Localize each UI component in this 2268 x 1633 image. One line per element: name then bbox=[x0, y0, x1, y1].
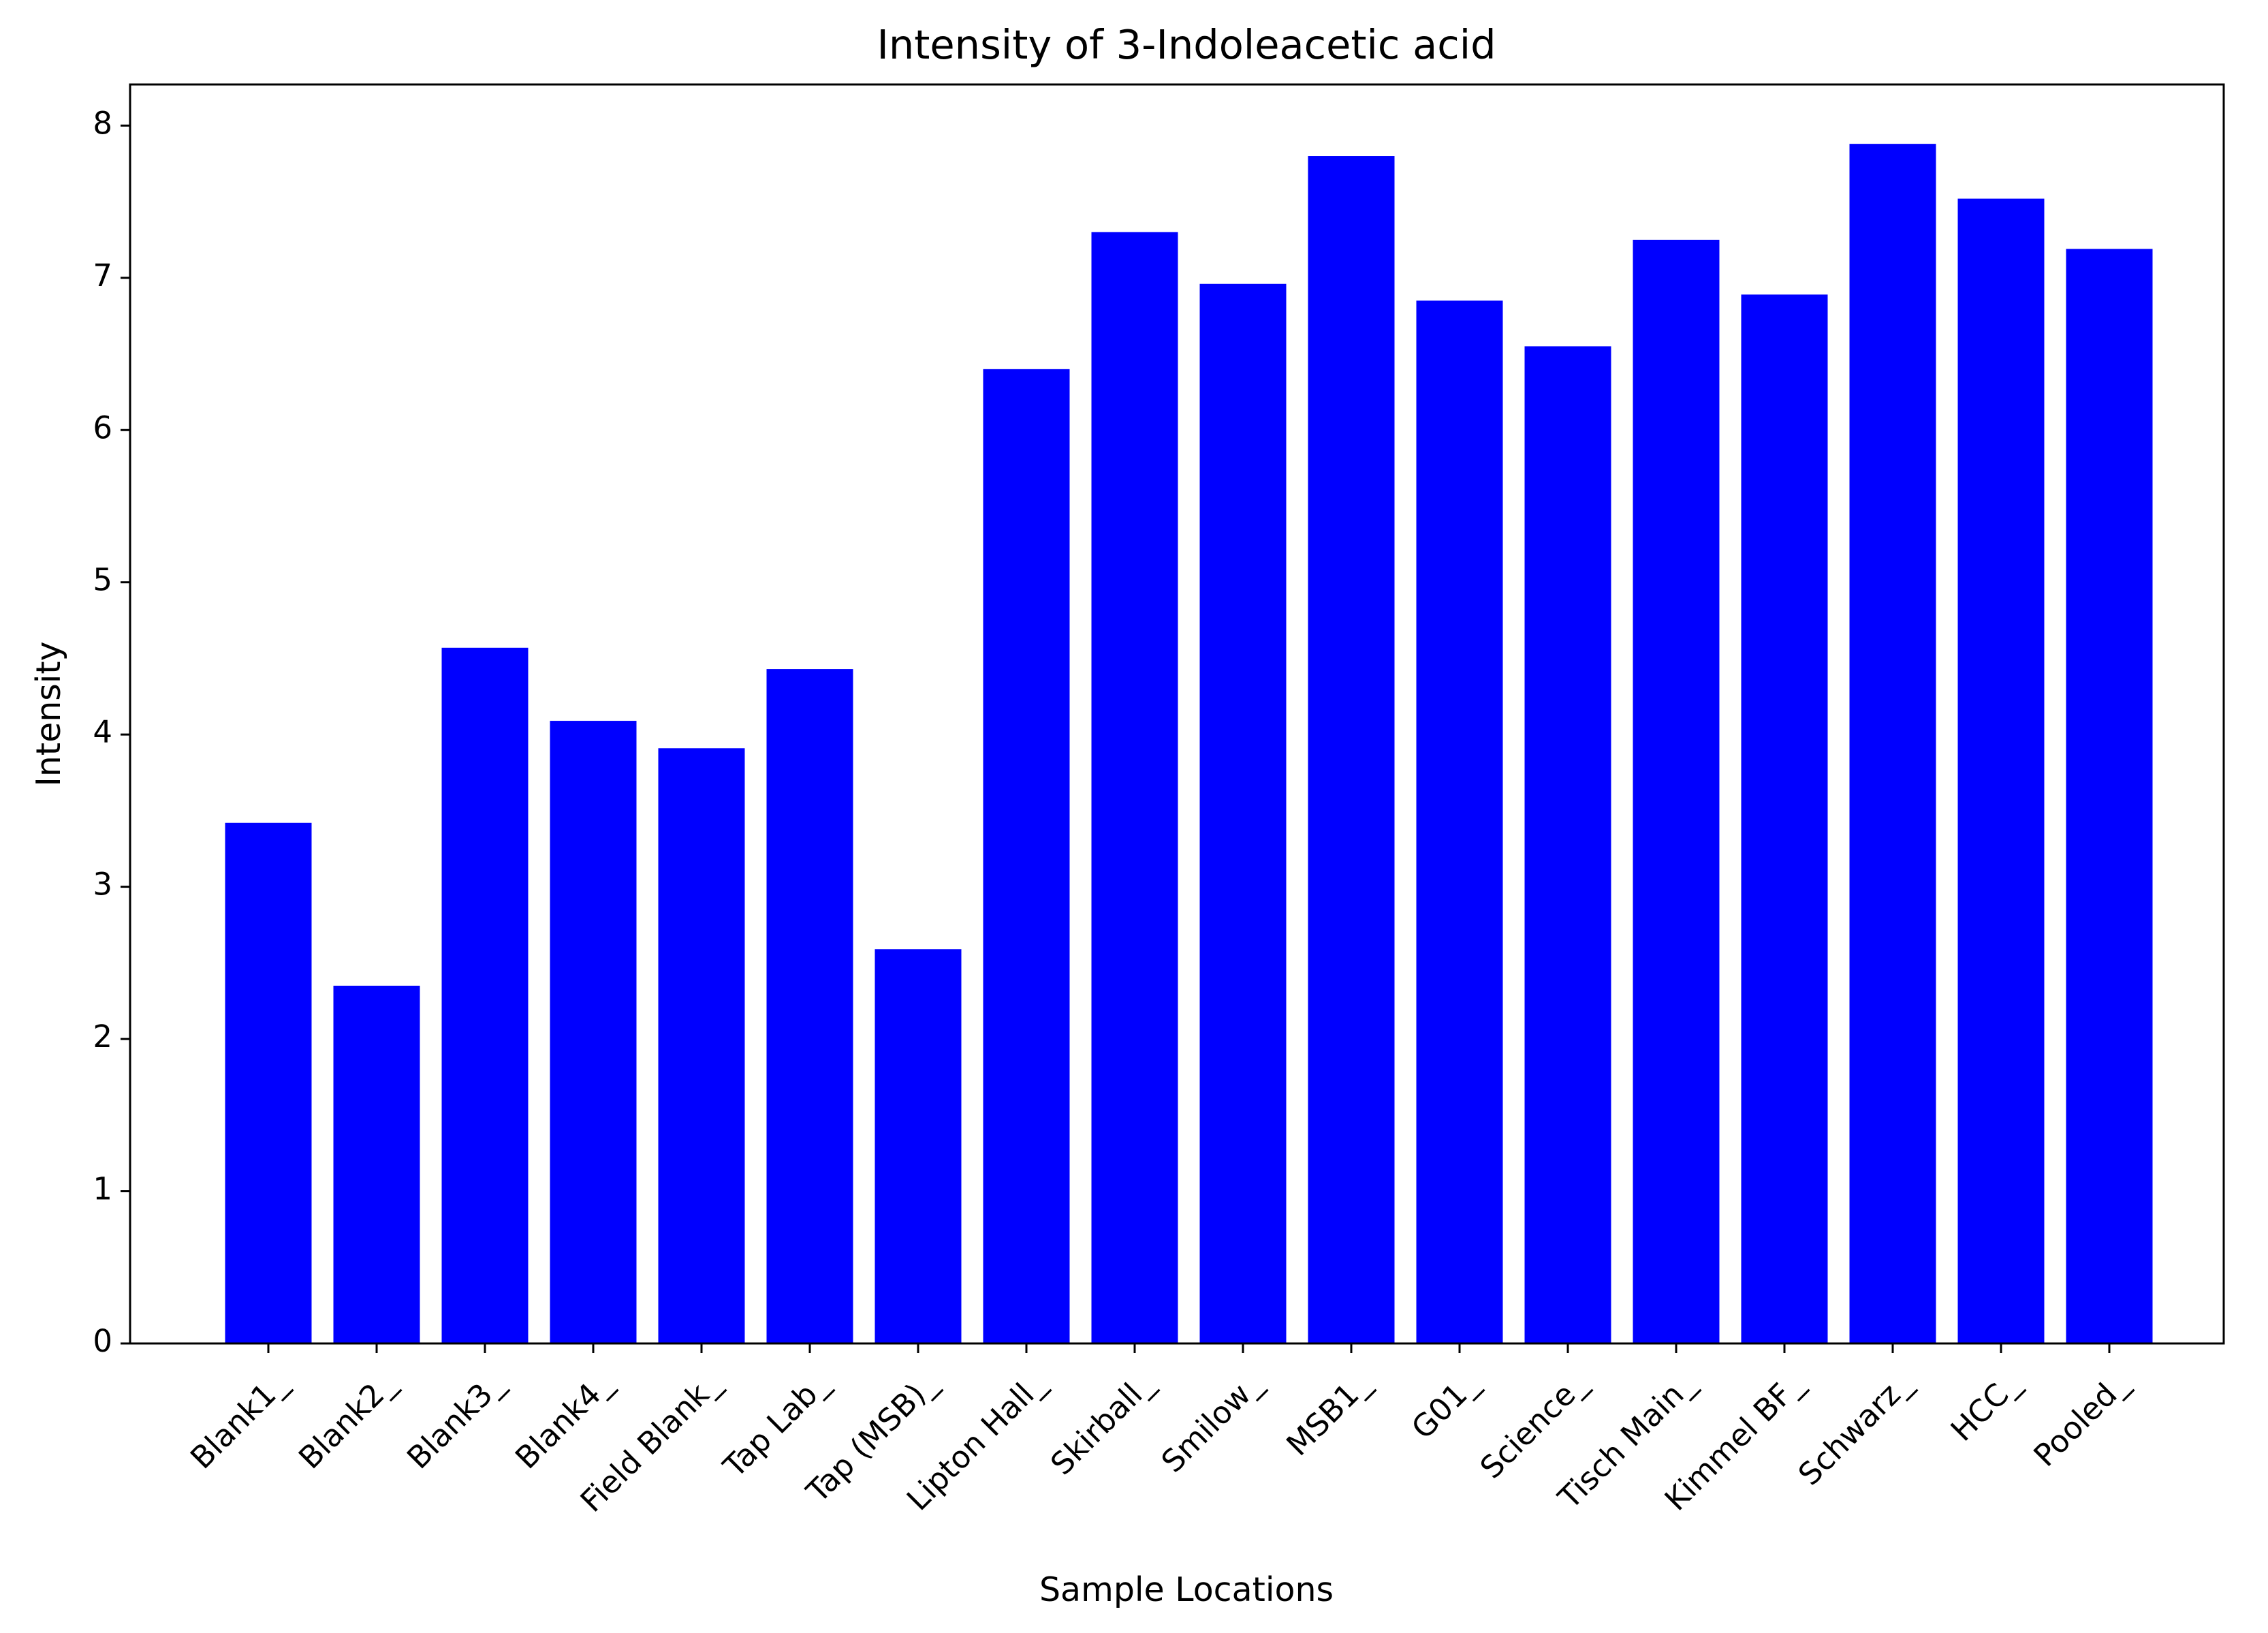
bar-7 bbox=[983, 369, 1070, 1344]
axes-frame bbox=[129, 83, 2225, 1345]
bar-10 bbox=[1308, 156, 1395, 1343]
x-tick-label-3: Blank4_ bbox=[508, 1365, 619, 1476]
bar-13 bbox=[1633, 239, 1720, 1343]
y-tick-label-4: 4 bbox=[93, 714, 112, 750]
x-tick-label-0: Blank1_ bbox=[183, 1365, 294, 1476]
x-tick-label-15: Schwarz_ bbox=[1791, 1365, 1919, 1493]
x-tick-label-8: Skirball_ bbox=[1043, 1365, 1161, 1482]
bar-9 bbox=[1199, 283, 1287, 1343]
bar-17 bbox=[2066, 249, 2153, 1343]
x-axis: Blank1_Blank2_Blank3_Blank4_Field Blank_… bbox=[183, 1343, 2135, 1519]
y-axis: 0 1 2 3 4 5 6 7 8 bbox=[93, 105, 130, 1359]
x-tick-label-10: MSB1_ bbox=[1279, 1365, 1376, 1463]
bar-11 bbox=[1416, 300, 1503, 1343]
bar-0 bbox=[225, 822, 312, 1343]
bar-2 bbox=[441, 647, 529, 1343]
bar-14 bbox=[1741, 294, 1828, 1343]
x-tick-label-16: HCC_ bbox=[1944, 1365, 2027, 1448]
y-tick-label-2: 2 bbox=[93, 1018, 112, 1055]
bar-16 bbox=[1957, 198, 2045, 1343]
bar-4 bbox=[658, 748, 745, 1343]
x-tick-label-2: Blank3_ bbox=[400, 1365, 511, 1476]
chart-title: Intensity of 3-Indoleacetic acid bbox=[877, 21, 1496, 68]
y-tick-label-0: 0 bbox=[93, 1323, 112, 1359]
bar-15 bbox=[1849, 144, 1936, 1344]
y-tick-label-6: 6 bbox=[93, 409, 112, 446]
y-tick-label-5: 5 bbox=[93, 562, 112, 598]
y-tick-label-1: 1 bbox=[93, 1171, 112, 1207]
bar-5 bbox=[766, 669, 853, 1343]
bar-12 bbox=[1524, 346, 1611, 1343]
x-tick-label-17: Pooled_ bbox=[2027, 1365, 2135, 1474]
bars-group bbox=[225, 144, 2153, 1344]
bar-1 bbox=[333, 985, 420, 1343]
y-axis-label: Intensity bbox=[29, 641, 68, 786]
bar-8 bbox=[1091, 232, 1178, 1344]
y-tick-label-8: 8 bbox=[93, 105, 112, 141]
y-tick-label-3: 3 bbox=[93, 867, 112, 903]
y-tick-label-7: 7 bbox=[93, 258, 112, 294]
bar-3 bbox=[550, 721, 637, 1343]
x-axis-label: Sample Locations bbox=[1039, 1570, 1334, 1609]
x-tick-label-1: Blank2_ bbox=[292, 1365, 403, 1476]
x-tick-label-9: Smilow_ bbox=[1154, 1365, 1269, 1480]
bar-6 bbox=[875, 949, 962, 1343]
x-tick-label-11: G01_ bbox=[1404, 1365, 1485, 1446]
